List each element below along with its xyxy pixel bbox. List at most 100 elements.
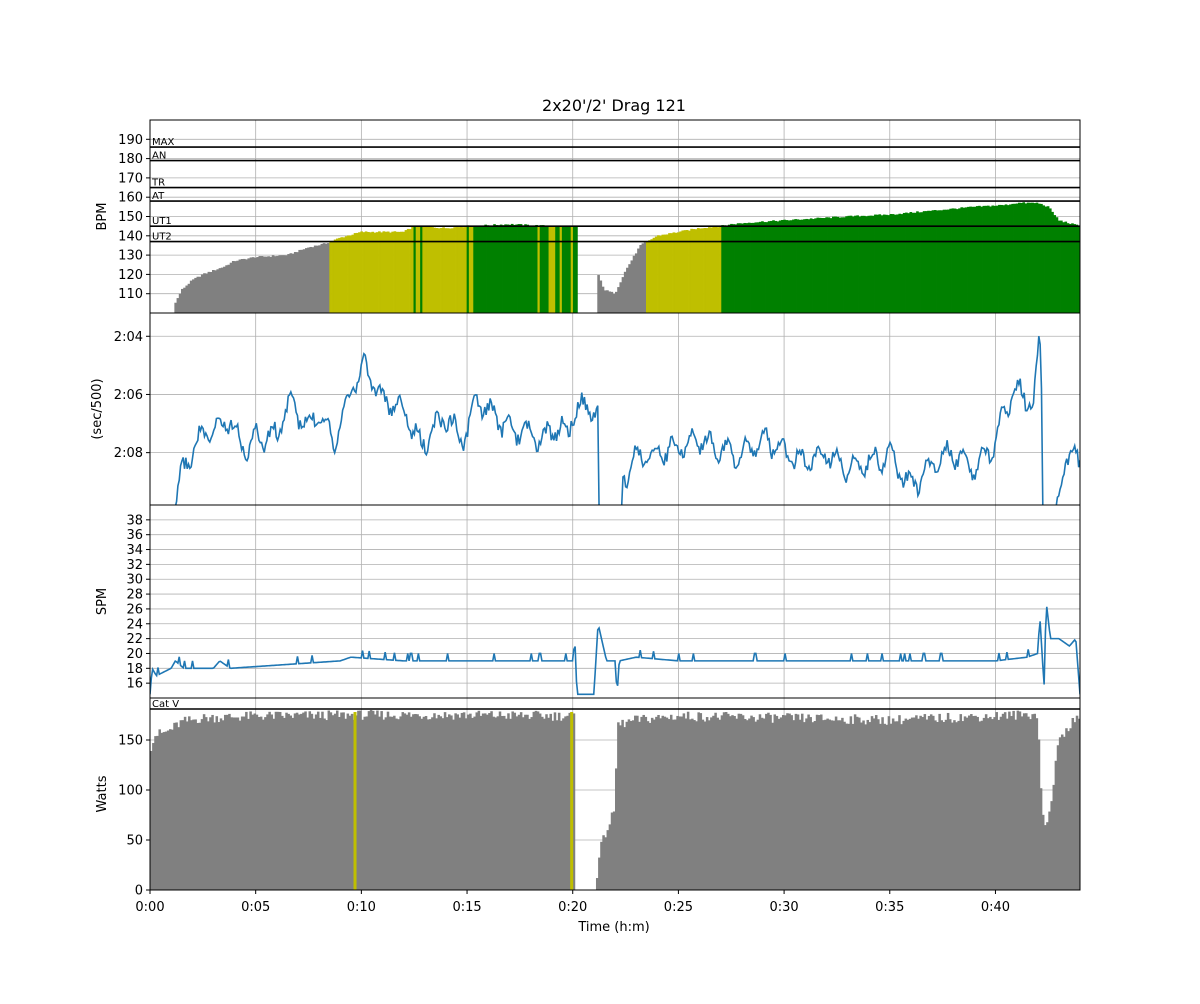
hr-bar — [621, 277, 625, 313]
hr-bar — [894, 214, 897, 313]
watt-bar — [369, 710, 373, 890]
watt-bar — [441, 718, 445, 890]
hr-bar — [550, 226, 554, 313]
watt-bar — [300, 713, 303, 890]
watt-bar — [357, 710, 360, 890]
hr-bar — [453, 227, 456, 313]
hr-bar — [858, 216, 862, 313]
watt-bar — [866, 719, 870, 890]
watt-bar — [363, 716, 366, 890]
watt-bar — [198, 722, 202, 890]
watt-bar — [813, 721, 817, 890]
watt-bar — [788, 713, 791, 890]
hr-bar — [619, 282, 623, 313]
watt-bar — [712, 715, 715, 890]
hr-bar — [207, 271, 211, 313]
watt-bar — [629, 720, 633, 890]
watt-bar — [942, 721, 946, 890]
watt-bar — [1073, 722, 1077, 890]
watt-bar — [741, 715, 745, 890]
hr-bar — [785, 220, 789, 313]
hr-bar — [1057, 220, 1061, 313]
hr-bar — [716, 227, 720, 313]
hr-bar — [787, 220, 791, 313]
watt-bar — [454, 713, 457, 890]
spm-y-tick-label: 18 — [126, 662, 143, 677]
hr-bar — [227, 264, 231, 313]
watt-bar — [359, 710, 362, 890]
watt-bar — [553, 712, 557, 890]
hr-bar — [1053, 215, 1057, 313]
hr-bar — [231, 261, 235, 313]
watt-bar — [807, 714, 810, 890]
watts-y-tick-label: 100 — [118, 784, 143, 799]
hr-bar — [907, 213, 910, 313]
watt-bar — [310, 713, 314, 890]
watt-bar — [272, 718, 276, 890]
watt-bar — [934, 720, 937, 890]
hr-bar — [1064, 221, 1068, 313]
x-tick-label: 0:10 — [347, 900, 376, 915]
x-tick-label: 0:05 — [241, 900, 270, 915]
watt-bar — [1022, 713, 1026, 890]
hr-bar — [823, 218, 826, 313]
watt-bar — [152, 743, 155, 890]
watt-bar — [877, 719, 880, 890]
watt-bar — [984, 714, 988, 890]
watt-bar — [568, 712, 572, 890]
hr-bar — [324, 243, 328, 313]
watt-bar — [836, 720, 840, 890]
watt-bar — [887, 716, 891, 890]
hr-bar — [920, 212, 924, 313]
hr-bar — [745, 223, 749, 313]
hr-bar — [646, 241, 649, 313]
watt-bar — [270, 714, 273, 890]
hr-bar — [739, 223, 742, 313]
watt-bar — [602, 835, 605, 890]
hr-bar — [214, 270, 217, 313]
hr-bar — [181, 288, 184, 313]
hr-bar — [398, 231, 401, 313]
watt-bar — [498, 711, 502, 890]
watt-bar — [234, 717, 238, 890]
hr-bar — [533, 225, 536, 313]
watt-bar — [251, 714, 254, 890]
watts-y-tick-label: 50 — [126, 834, 143, 849]
hr-bar — [610, 291, 614, 313]
hr-bar — [402, 231, 406, 313]
watt-bar — [247, 718, 250, 890]
watt-bar — [697, 712, 700, 890]
watt-bar — [657, 714, 660, 890]
watt-bar — [283, 717, 286, 890]
watt-bar — [623, 727, 626, 890]
watt-bar — [1016, 710, 1020, 890]
watt-bar — [923, 714, 927, 890]
hr-bar — [300, 249, 304, 313]
hr-bar — [603, 290, 607, 313]
x-axis-label: Time (h:m) — [577, 920, 649, 935]
hr-bar — [694, 229, 698, 313]
watt-bar — [268, 711, 271, 890]
watt-bar — [156, 735, 159, 890]
watt-bar — [684, 718, 688, 890]
hr-bar — [183, 287, 186, 313]
hr-bar — [1035, 202, 1039, 313]
watt-bar — [312, 718, 316, 890]
watt-bar — [477, 710, 481, 890]
hr-bar — [265, 256, 268, 313]
watt-bar — [902, 720, 905, 890]
hr-bar — [1024, 203, 1028, 313]
hr-bar — [608, 291, 611, 313]
hr-bar — [936, 210, 939, 313]
pace-y-tick-label: 2:06 — [114, 388, 143, 403]
watt-bar — [862, 720, 865, 890]
hr-bar — [847, 215, 851, 313]
hr-bar — [776, 221, 780, 313]
hr-bar — [364, 231, 368, 313]
watt-bar — [522, 717, 525, 890]
hr-bar — [1049, 208, 1052, 313]
hr-bar — [446, 228, 450, 313]
hr-bar — [665, 234, 669, 313]
hr-bar — [606, 290, 609, 313]
watt-bar — [672, 719, 675, 890]
